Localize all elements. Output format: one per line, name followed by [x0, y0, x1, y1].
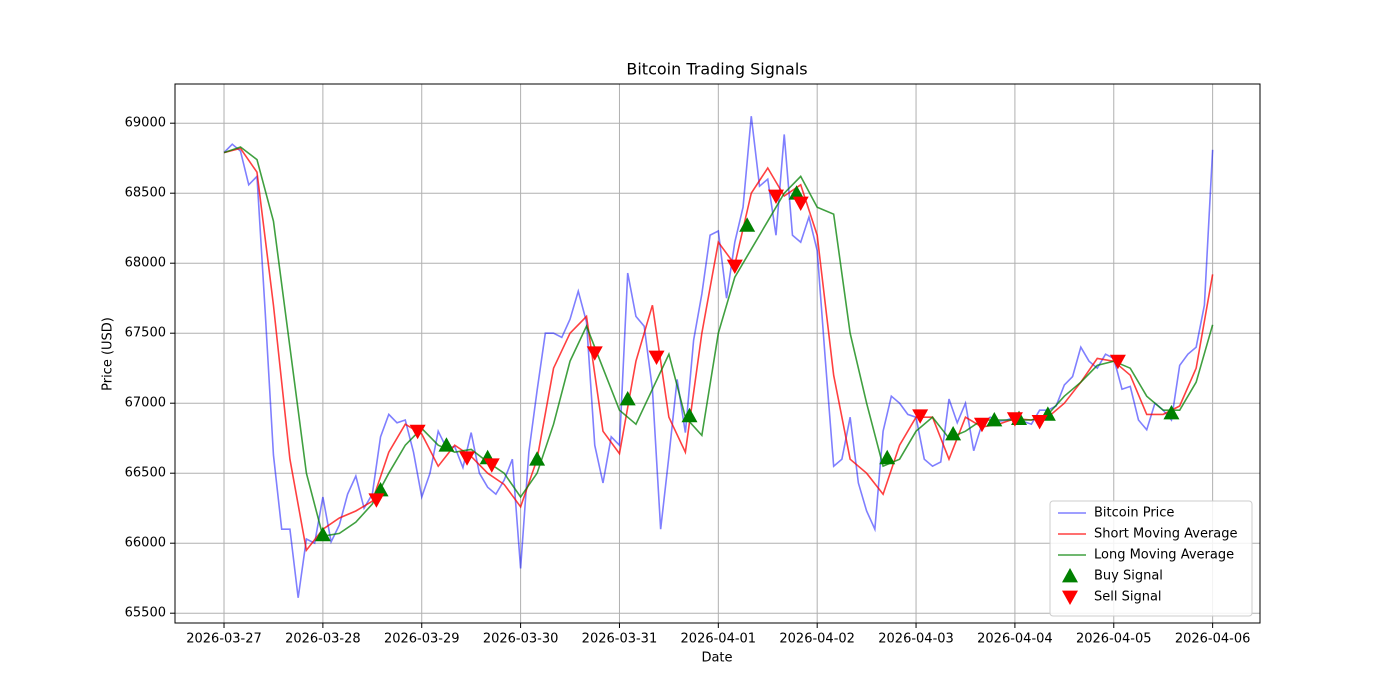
signal-marker — [879, 449, 896, 465]
signal-marker — [438, 437, 455, 452]
legend-label: Sell Signal — [1094, 590, 1162, 605]
signal-marker — [459, 451, 476, 466]
x-tick-label: 2026-04-05 — [1076, 632, 1152, 647]
y-tick-label: 66000 — [125, 536, 166, 551]
signal-marker — [314, 526, 331, 542]
x-tick-label: 2026-03-31 — [582, 632, 658, 647]
signal-marker — [788, 185, 805, 200]
x-tick-label: 2026-04-04 — [977, 632, 1053, 647]
signal-marker — [792, 196, 809, 211]
x-tick-label: 2026-04-06 — [1175, 632, 1251, 647]
signal-marker — [368, 493, 385, 508]
signal-marker — [973, 417, 990, 433]
x-axis-label: Date — [701, 651, 732, 666]
x-tick-label: 2026-03-27 — [186, 632, 262, 647]
signal-marker — [372, 482, 389, 497]
signal-marker — [1031, 415, 1048, 430]
x-tick-label: 2026-04-02 — [779, 632, 855, 647]
y-tick-label: 67000 — [125, 396, 166, 411]
legend-label: Long Moving Average — [1094, 548, 1234, 563]
x-tick-label: 2026-04-03 — [878, 632, 954, 647]
x-tick-label: 2026-03-29 — [384, 632, 460, 647]
y-axis-label: Price (USD) — [101, 317, 116, 391]
signal-marker — [619, 391, 636, 406]
legend-label: Bitcoin Price — [1094, 506, 1174, 521]
signal-marker — [912, 409, 929, 424]
signal-marker — [586, 346, 603, 361]
legend-box — [1049, 500, 1253, 617]
legend-label: Buy Signal — [1094, 569, 1163, 584]
signal-marker — [726, 259, 743, 274]
signal-marker — [681, 407, 698, 423]
y-tick-label: 68500 — [125, 186, 166, 201]
signal-marker — [1109, 354, 1126, 370]
signal-marker — [409, 424, 426, 440]
legend-label: Short Moving Average — [1094, 527, 1238, 542]
signal-marker — [483, 458, 500, 473]
y-tick-label: 69000 — [125, 116, 166, 131]
y-tick-label: 66500 — [125, 466, 166, 481]
x-tick-label: 2026-03-28 — [285, 632, 361, 647]
signal-marker — [1163, 405, 1180, 420]
signal-marker — [739, 217, 756, 232]
signal-marker — [767, 189, 784, 204]
chart-title: Bitcoin Trading Signals — [626, 60, 807, 79]
signal-marker — [648, 350, 665, 365]
legend-swatch — [1062, 568, 1078, 583]
plot-frame — [174, 83, 1261, 624]
signal-marker — [945, 426, 962, 441]
y-tick-label: 67500 — [125, 326, 166, 341]
signal-marker — [1006, 412, 1023, 427]
signal-marker — [529, 451, 546, 466]
x-tick-label: 2026-04-01 — [681, 632, 757, 647]
legend-swatch — [1062, 590, 1078, 605]
x-tick-label: 2026-03-30 — [483, 632, 559, 647]
signal-marker — [986, 412, 1003, 427]
y-tick-label: 65500 — [125, 606, 166, 621]
y-tick-label: 68000 — [125, 256, 166, 271]
